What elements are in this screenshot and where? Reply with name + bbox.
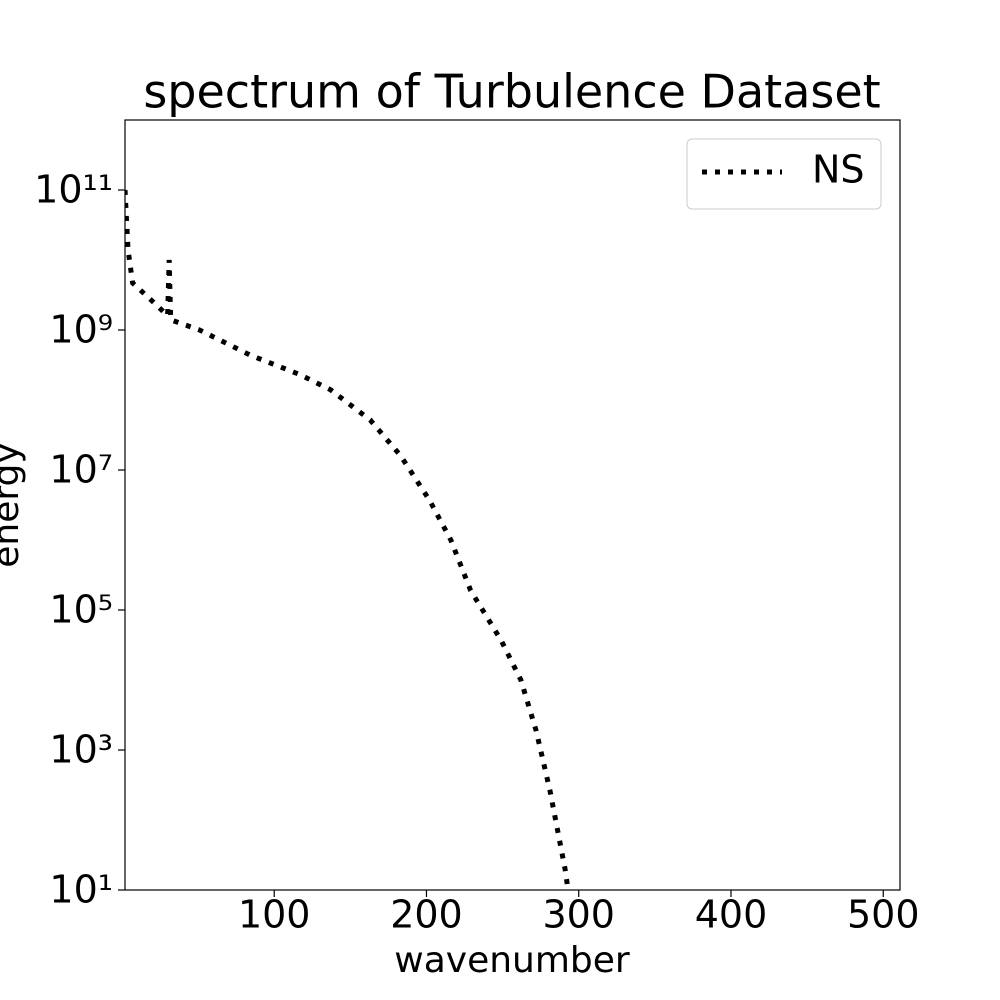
y-tick-label: 10¹¹ (34, 168, 113, 212)
x-tick-label: 500 (847, 893, 920, 937)
legend-box (686, 138, 882, 210)
x-axis-label: wavenumber (394, 940, 630, 981)
x-tick-label: 300 (542, 893, 615, 937)
y-tick-label: 10⁹ (49, 308, 113, 352)
x-tick-label: 100 (238, 893, 311, 937)
y-tick-label: 10¹ (49, 868, 113, 912)
data-line (125, 189, 571, 890)
y-tick-label: 10³ (49, 728, 113, 772)
plot-frame (124, 119, 901, 891)
x-tick-label: 200 (390, 893, 463, 937)
legend-label: NS (812, 148, 865, 192)
x-tick-label: 400 (695, 893, 768, 937)
chart-title: spectrum of Turbulence Dataset (143, 65, 880, 119)
y-tick-label: 10⁵ (49, 588, 113, 632)
y-tick-label: 10⁷ (49, 448, 113, 492)
y-axis-label: energy (0, 442, 27, 567)
